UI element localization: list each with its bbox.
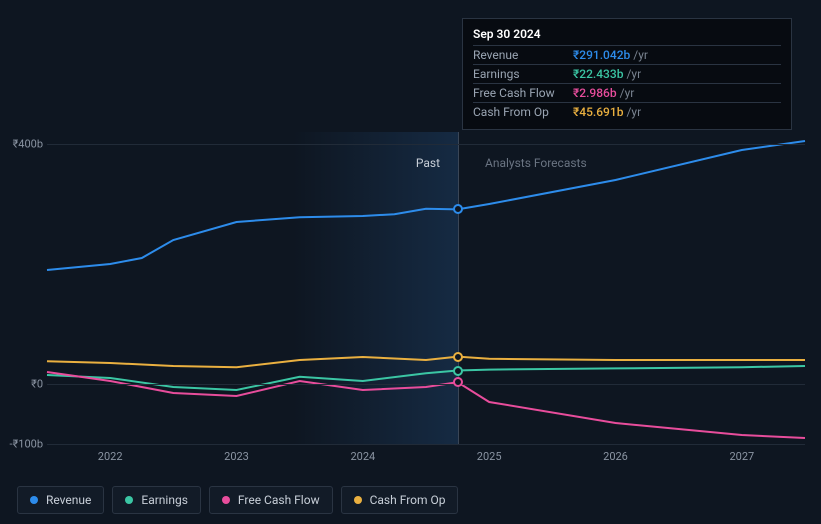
y-gridline	[47, 444, 805, 445]
tooltip-date: Sep 30 2024	[473, 27, 781, 41]
legend-label: Cash From Op	[370, 493, 446, 507]
legend-label: Earnings	[141, 493, 188, 507]
legend-item[interactable]: Free Cash Flow	[209, 486, 333, 514]
y-gridline	[47, 144, 805, 145]
series-marker	[453, 352, 463, 362]
tooltip-row: Cash From Op₹45.691b/yr	[473, 102, 781, 121]
tooltip-row: Free Cash Flow₹2.986b/yr	[473, 83, 781, 102]
series-line	[47, 372, 805, 438]
tooltip-row-label: Free Cash Flow	[473, 86, 573, 100]
series-marker	[453, 377, 463, 387]
series-line	[47, 357, 805, 368]
y-gridline	[47, 384, 805, 385]
legend-dot-icon	[354, 496, 362, 504]
chart-tooltip: Sep 30 2024 Revenue₹291.042b/yrEarnings₹…	[462, 18, 792, 130]
x-axis-label: 2027	[729, 444, 754, 463]
chart-plot-area[interactable]: ₹400b₹0-₹100b202220232024202520262027	[47, 132, 805, 444]
y-axis-label: ₹400b	[13, 138, 47, 151]
legend-dot-icon	[125, 496, 133, 504]
tooltip-row-value: ₹45.691b	[573, 105, 623, 119]
series-marker	[453, 204, 463, 214]
series-marker	[453, 366, 463, 376]
tooltip-row-unit: /yr	[633, 48, 648, 62]
tooltip-row-value: ₹291.042b	[573, 48, 630, 62]
tooltip-row-label: Revenue	[473, 48, 573, 62]
legend-label: Free Cash Flow	[238, 493, 320, 507]
chart-legend: Revenue Earnings Free Cash Flow Cash From O…	[17, 486, 458, 514]
past-section-label: Past	[416, 156, 440, 170]
tooltip-row-value: ₹2.986b	[573, 86, 617, 100]
tooltip-row-label: Earnings	[473, 67, 573, 81]
legend-item[interactable]: Revenue	[17, 486, 104, 514]
legend-dot-icon	[30, 496, 38, 504]
legend-label: Revenue	[46, 493, 91, 507]
x-axis-label: 2025	[477, 444, 502, 463]
x-axis-label: 2023	[224, 444, 249, 463]
tooltip-row: Revenue₹291.042b/yr	[473, 45, 781, 64]
legend-item[interactable]: Earnings	[112, 486, 201, 514]
legend-dot-icon	[222, 496, 230, 504]
tooltip-row-value: ₹22.433b	[573, 67, 623, 81]
y-axis-label: ₹0	[31, 378, 47, 391]
x-axis-label: 2026	[603, 444, 628, 463]
tooltip-row-unit: /yr	[626, 105, 641, 119]
x-axis-label: 2024	[350, 444, 375, 463]
tooltip-row: Earnings₹22.433b/yr	[473, 64, 781, 83]
legend-item[interactable]: Cash From Op	[341, 486, 459, 514]
y-axis-label: -₹100b	[10, 438, 47, 451]
forecast-section-label: Analysts Forecasts	[485, 156, 587, 170]
chart-lines-svg	[47, 132, 805, 444]
chart-container: Sep 30 2024 Revenue₹291.042b/yrEarnings₹…	[17, 0, 805, 480]
x-axis-label: 2022	[98, 444, 123, 463]
tooltip-row-unit: /yr	[626, 67, 641, 81]
tooltip-row-label: Cash From Op	[473, 105, 573, 119]
tooltip-row-unit: /yr	[620, 86, 635, 100]
